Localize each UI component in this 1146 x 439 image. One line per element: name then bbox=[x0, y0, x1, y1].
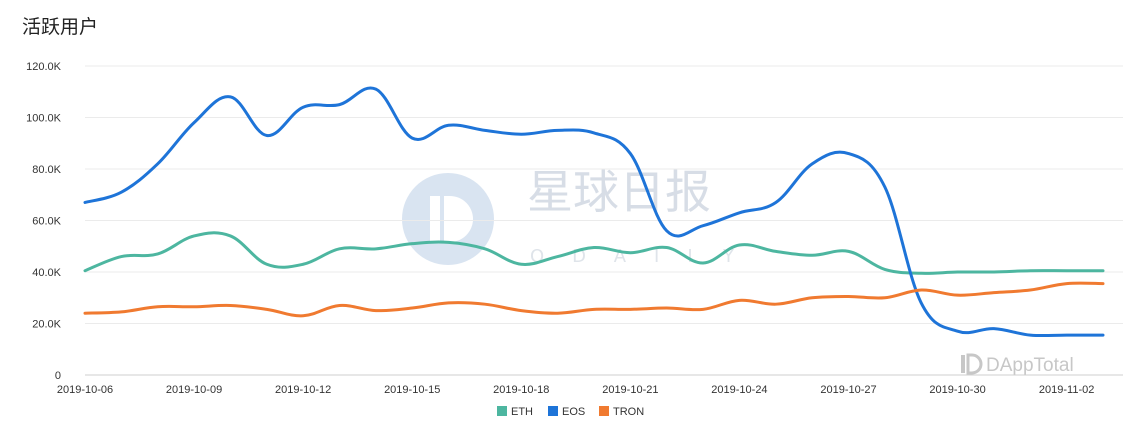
series-line-eth bbox=[83, 231, 1105, 275]
x-tick-label: 2019-10-09 bbox=[166, 384, 222, 396]
x-tick-label: 2019-10-12 bbox=[275, 384, 331, 396]
legend-swatch bbox=[599, 406, 609, 416]
dapptotal-logo-mark-bar bbox=[961, 355, 965, 373]
y-tick-label: 60.0K bbox=[32, 216, 61, 228]
x-tick-label: 2019-10-06 bbox=[57, 384, 113, 396]
legend-label: EOS bbox=[562, 406, 585, 418]
y-tick-label: 100.0K bbox=[26, 113, 62, 125]
legend-item-tron[interactable]: TRON bbox=[599, 406, 644, 418]
legend-label: TRON bbox=[613, 406, 644, 418]
x-tick-label: 2019-10-30 bbox=[929, 384, 985, 396]
series-line-tron bbox=[83, 281, 1105, 318]
y-tick-label: 40.0K bbox=[32, 267, 61, 279]
legend-label: ETH bbox=[511, 406, 533, 418]
x-tick-label: 2019-10-27 bbox=[820, 384, 876, 396]
dapptotal-logo-text: DAppTotal bbox=[986, 355, 1074, 376]
series-line-eos bbox=[83, 86, 1105, 338]
watermark-logo-bar bbox=[430, 196, 440, 242]
watermark: 星球日报 ODAILY bbox=[402, 165, 734, 267]
y-tick-label: 0 bbox=[55, 370, 61, 382]
dapptotal-logo: DAppTotal bbox=[961, 353, 1074, 376]
chart-title: 活跃用户 bbox=[22, 16, 99, 38]
legend-item-eth[interactable]: ETH bbox=[497, 406, 533, 418]
dapptotal-logo-mark-d bbox=[966, 353, 983, 375]
x-tick-label: 2019-10-21 bbox=[602, 384, 658, 396]
legend-swatch bbox=[548, 406, 558, 416]
x-tick-label: 2019-10-24 bbox=[711, 384, 767, 396]
watermark-text: 星球日报 bbox=[527, 165, 711, 219]
watermark-logo-d bbox=[444, 196, 473, 242]
y-tick-label: 120.0K bbox=[26, 61, 62, 73]
y-tick-label: 80.0K bbox=[32, 164, 61, 176]
y-tick-label: 20.0K bbox=[32, 319, 61, 331]
x-tick-label: 2019-10-15 bbox=[384, 384, 440, 396]
legend-swatch bbox=[497, 406, 507, 416]
x-tick-label: 2019-10-18 bbox=[493, 384, 549, 396]
x-tick-label: 2019-11-02 bbox=[1039, 384, 1094, 396]
legend-item-eos[interactable]: EOS bbox=[548, 406, 585, 418]
